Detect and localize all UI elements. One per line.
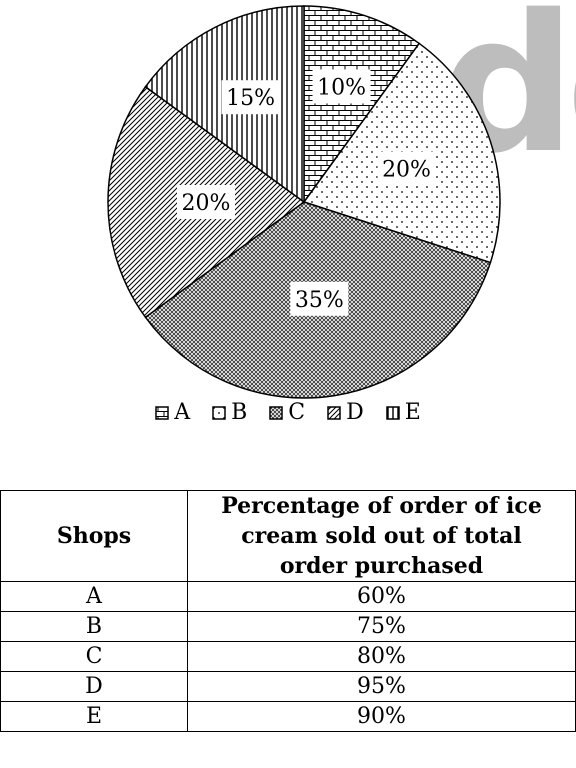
slice-label-c: 35% [290,281,349,316]
svg-text:35%: 35% [295,288,344,313]
svg-text:15%: 15% [226,86,275,111]
legend-swatch-b [212,405,226,420]
shop-cell: C [0,641,188,672]
legend-item-d: D [327,400,364,425]
pie-chart: 10% 20% 35% 20% 15% [107,5,501,399]
header-percentage: Percentage of order of ice cream sold ou… [187,490,576,582]
percentage-cell: 75% [187,611,576,642]
pie-slice-a [303,5,421,205]
slice-label-a: 10% [312,69,371,104]
shop-cell: E [0,701,188,732]
svg-text:20%: 20% [182,191,231,216]
legend-label: B [231,400,248,425]
legend-label: D [346,400,364,425]
legend-label: A [174,400,191,425]
legend-swatch-e [385,405,400,420]
legend-item-a: A [155,400,190,425]
percentage-cell: 60% [187,581,576,612]
table-row: A 60% [0,581,576,612]
shop-cell: D [0,671,188,702]
percentage-cell: 90% [187,701,576,732]
slice-label-e: 15% [221,80,280,115]
table-row: E 90% [0,701,576,732]
legend-swatch-c [269,405,283,420]
table-row: B 75% [0,611,576,642]
legend-label: E [404,400,421,425]
legend-swatch-d [327,405,341,420]
shop-cell: B [0,611,188,642]
table-row: D 95% [0,671,576,702]
svg-text:20%: 20% [382,158,431,183]
legend-item-b: B [212,400,247,425]
chart-legend: A B C D E [0,400,576,425]
legend-label: C [288,400,306,425]
slice-label-b: 20% [377,151,436,186]
shop-cell: A [0,581,188,612]
slice-label-d: 20% [177,185,235,219]
percentage-cell: 95% [187,671,576,702]
header-shops: Shops [0,490,188,582]
table-row: C 80% [0,641,576,672]
percentage-cell: 80% [187,641,576,672]
legend-item-e: E [385,400,421,425]
svg-text:10%: 10% [317,75,366,100]
shops-table: Shops Percentage of order of ice cream s… [0,490,576,732]
legend-swatch-a [155,405,169,420]
legend-item-c: C [269,400,305,425]
